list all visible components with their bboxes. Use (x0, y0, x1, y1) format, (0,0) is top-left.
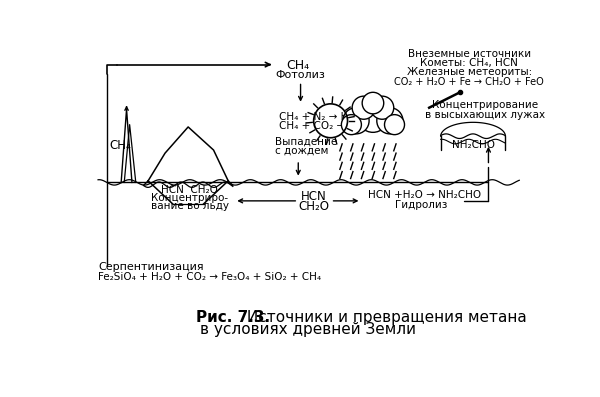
Text: Внеземные источники: Внеземные источники (407, 49, 531, 59)
Text: в условиях древней Земли: в условиях древней Земли (199, 322, 415, 337)
Text: с дождем: с дождем (275, 146, 329, 156)
Text: CH₂O: CH₂O (298, 200, 329, 213)
Text: HCN: HCN (301, 190, 326, 203)
Text: Концентриро-: Концентриро- (151, 193, 228, 203)
Circle shape (341, 115, 361, 135)
Text: HCN  CH₂O: HCN CH₂O (161, 185, 218, 195)
Text: CH₄ + CO₂ → CH₂O: CH₄ + CO₂ → CH₂O (279, 121, 376, 131)
Text: Железные метеориты:: Железные метеориты: (407, 67, 532, 77)
Text: Fe₂SiO₄ + H₂O + CO₂ → Fe₃O₄ + SiO₂ + CH₄: Fe₂SiO₄ + H₂O + CO₂ → Fe₃O₄ + SiO₂ + CH₄ (98, 272, 321, 282)
Text: Концентрирование: Концентрирование (431, 100, 538, 110)
Text: Выпадение: Выпадение (275, 137, 337, 146)
Text: CO₂ + H₂O + Fe → CH₂O + FeO: CO₂ + H₂O + Fe → CH₂O + FeO (394, 77, 544, 87)
Text: Фотолиз: Фотолиз (275, 70, 326, 80)
Text: Кометы: CH₄, HCN: Кометы: CH₄, HCN (420, 58, 518, 68)
Text: NH₂CHO: NH₂CHO (452, 140, 494, 150)
Text: HCN +H₂O → NH₂CHO: HCN +H₂O → NH₂CHO (368, 190, 481, 200)
Circle shape (377, 108, 403, 134)
Text: вание во льду: вание во льду (151, 201, 229, 211)
Text: CH₄: CH₄ (110, 139, 131, 152)
Text: в высыхающих лужах: в высыхающих лужах (425, 110, 545, 119)
Circle shape (358, 102, 388, 132)
Text: Рис. 7.3.: Рис. 7.3. (196, 310, 270, 325)
Circle shape (352, 96, 375, 119)
Circle shape (385, 115, 404, 135)
Text: CH₄ + N₂ → HCN: CH₄ + N₂ → HCN (279, 112, 364, 122)
Text: CH₄: CH₄ (287, 59, 310, 72)
Circle shape (371, 96, 394, 119)
Text: Источники и превращения метана: Источники и превращения метана (242, 310, 527, 325)
Circle shape (343, 108, 369, 134)
Circle shape (362, 92, 384, 114)
Text: Гидролиз: Гидролиз (395, 200, 447, 210)
Text: Серпентинизация: Серпентинизация (98, 262, 203, 272)
